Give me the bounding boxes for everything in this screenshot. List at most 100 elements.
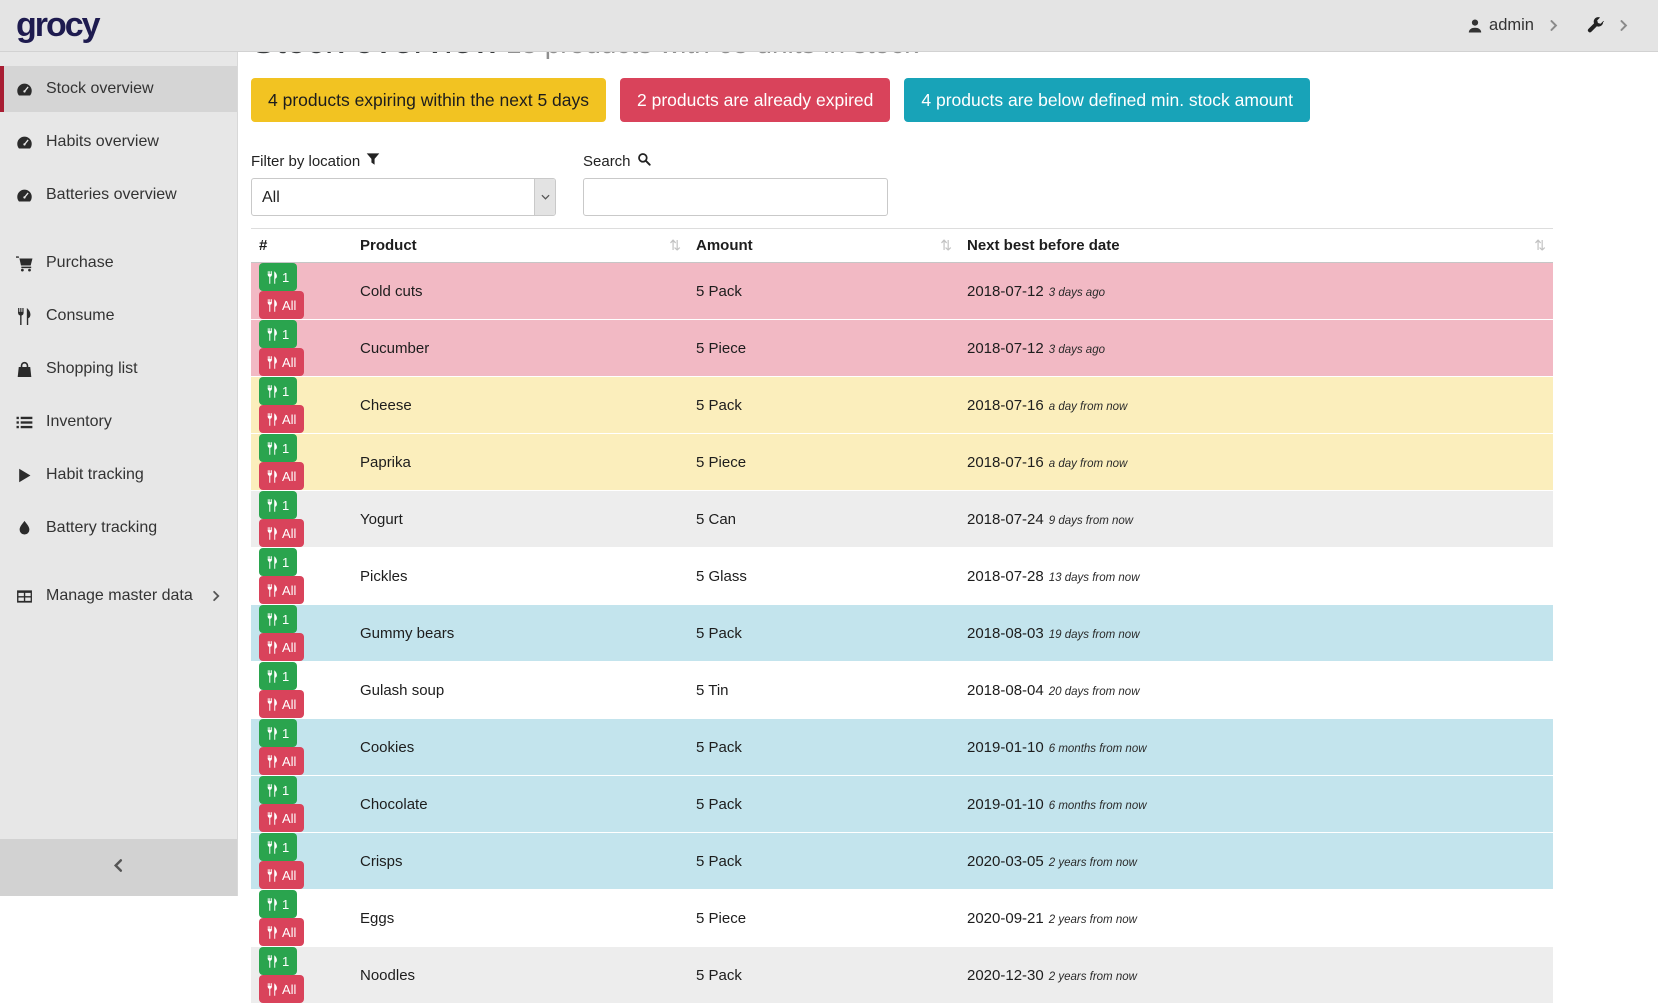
filters-row: Filter by location All Search — [251, 152, 1643, 216]
utensils-icon — [267, 926, 278, 939]
column-header-number[interactable]: # — [251, 229, 352, 263]
consume-all-button[interactable]: All — [259, 405, 304, 433]
sort-icon[interactable]: ⇅ — [1534, 237, 1545, 254]
best-before-relative: 20 days from now — [1049, 686, 1140, 698]
best-before-relative: 3 days ago — [1049, 287, 1105, 299]
amount-cell: 5 Pack — [688, 263, 959, 320]
utensils-icon — [267, 869, 278, 882]
sidebar-item-battery-tracking[interactable]: Battery tracking — [0, 505, 237, 551]
sidebar-item-manage-master-data[interactable]: Manage master data — [0, 573, 237, 619]
consume-one-button[interactable]: 1 — [259, 662, 297, 690]
location-filter-label: Filter by location — [251, 152, 556, 170]
chevron-right-icon — [210, 590, 222, 602]
user-icon — [1467, 18, 1483, 34]
bag-icon — [16, 361, 37, 378]
consume-all-button[interactable]: All — [259, 576, 304, 604]
alerts-row: 4 products expiring within the next 5 da… — [251, 78, 1643, 122]
best-before-relative: 3 days ago — [1049, 344, 1105, 356]
app-logo[interactable]: grocy — [16, 6, 99, 45]
chevron-right-icon[interactable] — [1547, 19, 1560, 32]
best-before-date: 2019-01-10 — [967, 796, 1044, 813]
sort-icon[interactable]: ⇅ — [940, 237, 951, 254]
list-icon — [16, 414, 37, 431]
consume-all-button[interactable]: All — [259, 804, 304, 832]
best-before-date: 2020-12-30 — [967, 967, 1044, 984]
sidebar-item-batteries-overview[interactable]: Batteries overview — [0, 172, 237, 218]
gauge-icon — [16, 134, 37, 151]
product-cell: Crisps — [352, 833, 688, 890]
consume-one-button[interactable]: 1 — [259, 377, 297, 405]
location-select[interactable]: All — [251, 178, 556, 216]
column-header-next-best-before-date[interactable]: Next best before date ⇅ — [959, 229, 1553, 263]
gauge-icon — [16, 81, 37, 98]
consume-all-button[interactable]: All — [259, 975, 304, 1003]
sidebar-item-shopping-list[interactable]: Shopping list — [0, 346, 237, 392]
consume-one-button[interactable]: 1 — [259, 947, 297, 975]
consume-one-button[interactable]: 1 — [259, 890, 297, 918]
consume-all-button[interactable]: All — [259, 519, 304, 547]
sidebar-item-consume[interactable]: Consume — [0, 293, 237, 339]
consume-all-button[interactable]: All — [259, 861, 304, 889]
consume-one-button[interactable]: 1 — [259, 263, 297, 291]
search-label: Search — [583, 152, 888, 170]
utensils-icon — [267, 670, 278, 683]
wrench-icon[interactable] — [1587, 17, 1604, 34]
sidebar-item-habits-overview[interactable]: Habits overview — [0, 119, 237, 165]
utensils-icon — [267, 271, 278, 284]
consume-one-button[interactable]: 1 — [259, 320, 297, 348]
best-before-date: 2018-08-04 — [967, 682, 1044, 699]
sidebar-item-stock-overview[interactable]: Stock overview — [0, 66, 237, 112]
best-before-relative: 13 days from now — [1049, 572, 1140, 584]
consume-one-button[interactable]: 1 — [259, 434, 297, 462]
consume-one-button[interactable]: 1 — [259, 491, 297, 519]
column-header-amount[interactable]: Amount ⇅ — [688, 229, 959, 263]
amount-cell: 5 Pack — [688, 605, 959, 662]
sidebar-collapse-button[interactable] — [0, 839, 237, 896]
sidebar-item-purchase[interactable]: Purchase — [0, 240, 237, 286]
consume-all-button[interactable]: All — [259, 462, 304, 490]
consume-all-button[interactable]: All — [259, 747, 304, 775]
consume-one-button[interactable]: 1 — [259, 776, 297, 804]
consume-one-button[interactable]: 1 — [259, 833, 297, 861]
expiring-soon-alert: 4 products expiring within the next 5 da… — [251, 78, 606, 122]
amount-cell: 5 Tin — [688, 662, 959, 719]
sort-icon[interactable]: ⇅ — [669, 237, 680, 254]
consume-one-button[interactable]: 1 — [259, 719, 297, 747]
consume-all-button[interactable]: All — [259, 348, 304, 376]
sidebar-item-habit-tracking[interactable]: Habit tracking — [0, 452, 237, 498]
product-cell: Eggs — [352, 890, 688, 947]
column-header-product[interactable]: Product ⇅ — [352, 229, 688, 263]
utensils-icon — [267, 328, 278, 341]
utensils-icon — [267, 413, 278, 426]
consume-all-button[interactable]: All — [259, 918, 304, 946]
product-cell: Cheese — [352, 377, 688, 434]
utensils-icon — [267, 898, 278, 911]
best-before-date: 2018-07-28 — [967, 568, 1044, 585]
consume-one-button[interactable]: 1 — [259, 605, 297, 633]
utensils-icon — [267, 442, 278, 455]
product-cell: Pickles — [352, 548, 688, 605]
main-content: Stock overview13 products with 65 units … — [239, 0, 1658, 1003]
chevron-right-icon[interactable] — [1617, 19, 1630, 32]
search-input[interactable] — [583, 178, 888, 216]
user-menu[interactable]: admin — [1467, 16, 1534, 35]
consume-all-button[interactable]: All — [259, 291, 304, 319]
play-icon — [16, 467, 37, 484]
consume-all-button[interactable]: All — [259, 633, 304, 661]
consume-all-button[interactable]: All — [259, 690, 304, 718]
consume-one-button[interactable]: 1 — [259, 548, 297, 576]
best-before-date: 2019-01-10 — [967, 739, 1044, 756]
sidebar-item-inventory[interactable]: Inventory — [0, 399, 237, 445]
